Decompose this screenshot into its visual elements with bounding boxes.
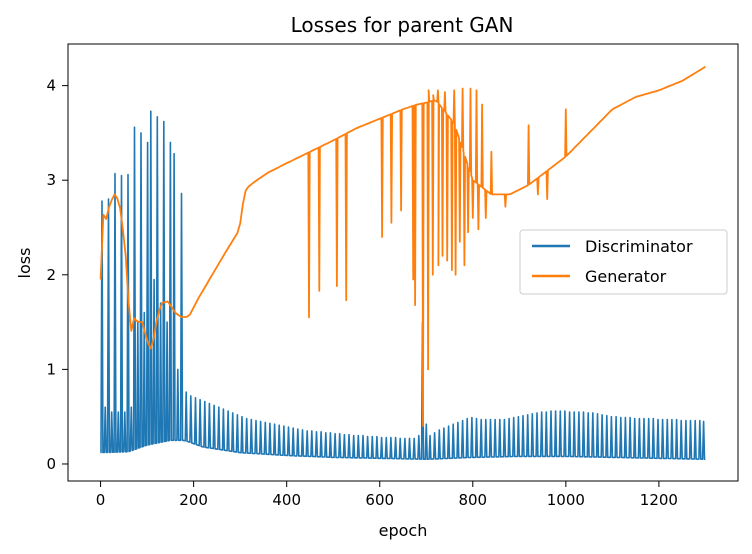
y-tick-label: 3	[46, 171, 56, 189]
legend-box	[519, 229, 728, 295]
x-axis-label: epoch	[379, 521, 428, 540]
y-tick-label: 2	[46, 266, 56, 284]
series-layer	[99, 65, 706, 460]
x-tick-label: 400	[272, 491, 301, 509]
x-tick-label: 0	[96, 491, 106, 509]
y-axis-ticks: 0 1 2 3 4	[46, 77, 68, 473]
x-tick-label: 1000	[547, 491, 585, 509]
x-tick-label: 200	[179, 491, 208, 509]
y-axis-label: loss	[15, 248, 34, 279]
x-axis-ticks: 0 200 400 600 800 1000 1200	[96, 481, 678, 509]
x-tick-label: 600	[365, 491, 394, 509]
series-line-generator	[99, 65, 706, 427]
x-tick-label: 1200	[640, 491, 678, 509]
legend: Discriminator Generator	[519, 229, 728, 295]
y-tick-label: 1	[46, 360, 56, 378]
legend-label-generator: Generator	[585, 267, 667, 286]
y-tick-label: 4	[46, 77, 56, 95]
x-tick-label: 800	[458, 491, 487, 509]
plot-border	[67, 43, 739, 482]
y-tick-label: 0	[46, 455, 56, 473]
chart-title: Losses for parent GAN	[291, 13, 514, 37]
series-line-discriminator	[100, 110, 706, 460]
legend-label-discriminator: Discriminator	[585, 237, 693, 256]
